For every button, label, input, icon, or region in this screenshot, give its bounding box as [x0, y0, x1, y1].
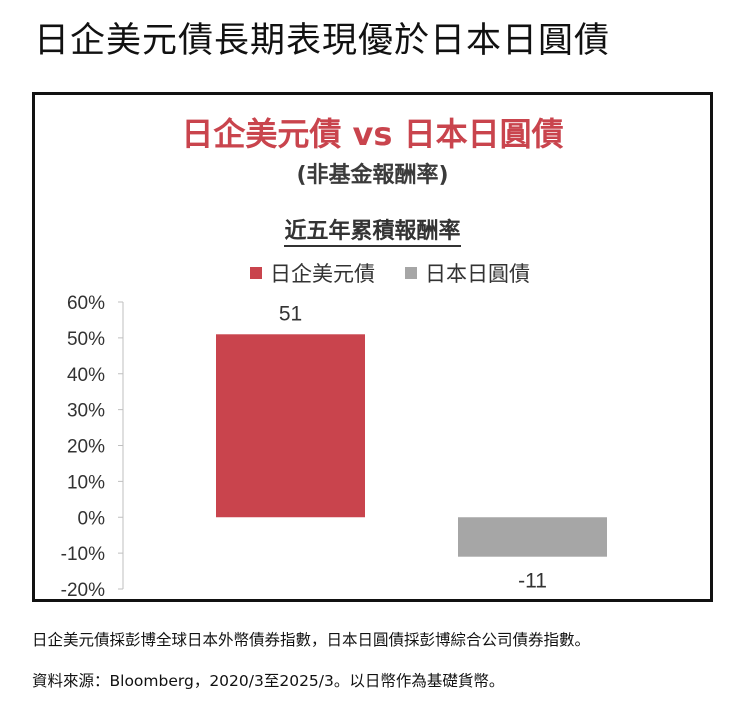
chart-title: 日企美元債 vs 日本日圓債: [181, 115, 564, 153]
legend-label-1: 日本日圓債: [425, 262, 530, 286]
footnote-1: 日企美元債採彭博全球日本外幣債券指數，日本日圓債採彭博綜合公司債券指數。: [32, 631, 591, 649]
data-label-0: 51: [279, 302, 302, 325]
bar-chart: 60% 50% 40% 30% 20% 10% 0% -10% -20% 51 -11: [61, 293, 607, 599]
y-tick-label: 10%: [67, 472, 105, 493]
legend-swatch-0: [250, 267, 262, 279]
legend-swatch-1: [405, 267, 417, 279]
y-tick-label: 60%: [67, 293, 105, 314]
legend-item-1: 日本日圓債: [405, 258, 530, 288]
y-tick-label: 20%: [67, 437, 105, 458]
bar-0: [216, 334, 365, 518]
footnote-2: 資料來源：Bloomberg，2020/3至2025/3。以日幣作為基礎貨幣。: [32, 672, 505, 690]
chart-subtitle: (非基金報酬率): [296, 163, 449, 188]
y-tick-label: 50%: [67, 329, 105, 350]
legend-item-0: 日企美元債: [250, 258, 375, 288]
y-tick-label: -10%: [61, 544, 105, 565]
y-tick-label: -20%: [61, 580, 105, 599]
chart-heading: 近五年累積報酬率: [35, 213, 710, 247]
chart-frame: 日企美元債 vs 日本日圓債 (非基金報酬率) 近五年累積報酬率 日企美元債 日…: [32, 92, 713, 602]
y-tick-label: 40%: [67, 365, 105, 386]
page-title: 日企美元債長期表現優於日本日圓債: [34, 21, 611, 61]
y-tick-label: 30%: [67, 401, 105, 422]
legend: 日企美元債 日本日圓債: [250, 258, 530, 288]
legend-label-0: 日企美元債: [270, 262, 375, 286]
y-tick-label: 0%: [78, 508, 106, 529]
bar-1: [458, 517, 607, 557]
chart-heading-text: 近五年累積報酬率: [284, 219, 461, 247]
data-label-1: -11: [518, 570, 547, 593]
